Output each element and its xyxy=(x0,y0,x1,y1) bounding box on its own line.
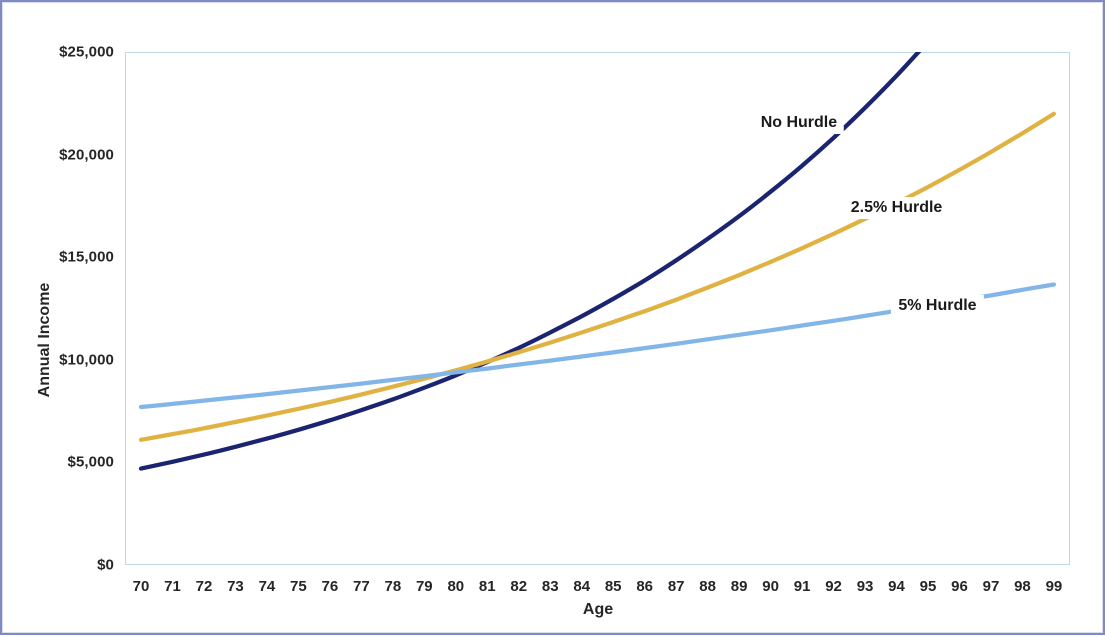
x-tick-label: 93 xyxy=(856,578,874,595)
x-axis-title: Age xyxy=(582,601,614,618)
x-tick-label: 88 xyxy=(699,578,716,595)
series-label-2-5-hurdle: 2.5% Hurdle xyxy=(843,196,950,219)
x-tick-label: 86 xyxy=(636,578,654,595)
x-tick-label: 78 xyxy=(384,578,402,595)
y-tick-label: $10,000 xyxy=(59,351,114,369)
series-label-no-hurdle: No Hurdle xyxy=(753,111,845,134)
x-tick-label: 91 xyxy=(793,578,811,595)
x-tick-label: 74 xyxy=(258,578,276,595)
x-tick-label: 81 xyxy=(478,578,496,595)
x-tick-label: 84 xyxy=(573,578,591,595)
x-tick-label: 90 xyxy=(762,578,779,595)
x-tick-label: 99 xyxy=(1045,578,1063,595)
x-tick-label: 87 xyxy=(667,578,685,595)
x-tick-label: 85 xyxy=(604,578,622,595)
y-tick-label: $0 xyxy=(97,556,114,574)
x-tick-label: 96 xyxy=(951,578,968,595)
x-tick-label: 82 xyxy=(510,578,528,595)
x-tick-label: 79 xyxy=(415,578,433,595)
y-tick-label: $20,000 xyxy=(59,146,114,164)
y-tick-label: $5,000 xyxy=(67,453,114,471)
x-tick-label: 92 xyxy=(825,578,842,595)
x-tick-label: 76 xyxy=(321,578,339,595)
x-tick-label: 73 xyxy=(227,578,244,595)
x-tick-label: 80 xyxy=(447,578,465,595)
x-tick-label: 72 xyxy=(195,578,213,595)
x-tick-label: 89 xyxy=(730,578,748,595)
y-tick-label: $25,000 xyxy=(59,43,114,61)
x-tick-label: 97 xyxy=(982,578,1000,595)
x-tick-label: 98 xyxy=(1014,578,1031,595)
series-line-no-hurdle xyxy=(138,52,922,471)
x-tick-label: 70 xyxy=(132,578,150,595)
x-tick-label: 94 xyxy=(888,578,905,595)
x-tick-label: 75 xyxy=(290,578,307,595)
x-tick-label: 83 xyxy=(541,578,559,595)
x-tick-label: 71 xyxy=(164,578,181,595)
x-tick-label: 95 xyxy=(919,578,937,595)
y-tick-label: $15,000 xyxy=(59,248,114,266)
x-tick-label: 77 xyxy=(353,578,370,595)
series-label-5-hurdle: 5% Hurdle xyxy=(891,295,984,318)
